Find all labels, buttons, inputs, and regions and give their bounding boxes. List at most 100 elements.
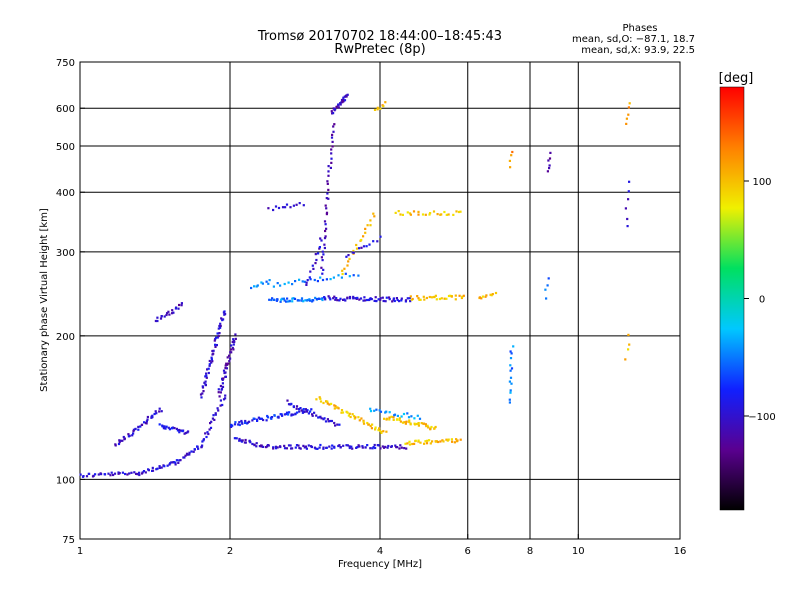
data-point-826 bbox=[327, 197, 330, 200]
data-point-615 bbox=[166, 312, 169, 315]
data-point-206 bbox=[331, 444, 334, 447]
data-point-875 bbox=[339, 102, 342, 105]
data-point-722 bbox=[395, 297, 398, 300]
data-point-456 bbox=[302, 408, 305, 411]
data-point-798 bbox=[360, 238, 363, 242]
y-axis-ticks: 75 100 200 300 400 500 600 750 bbox=[56, 58, 85, 546]
data-point-853 bbox=[311, 264, 314, 267]
data-point-534 bbox=[367, 423, 370, 426]
data-point-280 bbox=[451, 440, 454, 443]
data-point-316 bbox=[146, 415, 149, 419]
data-point-247 bbox=[399, 444, 402, 447]
data-point-59 bbox=[178, 459, 181, 462]
data-point-688 bbox=[346, 296, 349, 299]
data-point-1002 bbox=[545, 297, 548, 300]
data-point-528 bbox=[360, 417, 363, 420]
data-point-203 bbox=[325, 446, 328, 449]
data-point-197 bbox=[316, 447, 319, 450]
data-point-899 bbox=[412, 210, 416, 213]
data-point-430 bbox=[266, 414, 269, 418]
data-point-407 bbox=[237, 423, 240, 426]
data-point-382 bbox=[215, 344, 218, 347]
data-point-663 bbox=[314, 296, 317, 299]
data-point-923 bbox=[362, 245, 366, 248]
data-point-674 bbox=[327, 295, 330, 298]
data-point-612 bbox=[160, 315, 163, 318]
data-point-842 bbox=[330, 136, 334, 139]
data-point-220 bbox=[355, 446, 358, 449]
data-point-844 bbox=[332, 130, 335, 133]
data-point-644 bbox=[288, 299, 291, 302]
data-point-1003 bbox=[544, 288, 547, 291]
data-point-613 bbox=[163, 315, 166, 318]
data-point-322 bbox=[155, 412, 158, 415]
data-point-344 bbox=[179, 429, 182, 432]
data-point-632 bbox=[275, 299, 278, 302]
data-point-283 bbox=[455, 438, 458, 441]
data-point-149 bbox=[244, 438, 247, 442]
data-point-544 bbox=[380, 431, 383, 434]
data-point-0 bbox=[79, 473, 82, 476]
data-point-208 bbox=[333, 446, 336, 449]
data-point-824 bbox=[325, 207, 328, 210]
data-point-262 bbox=[419, 441, 422, 444]
data-point-296 bbox=[123, 437, 126, 440]
data-point-720 bbox=[392, 297, 395, 300]
data-point-786 bbox=[357, 274, 360, 277]
data-point-467 bbox=[292, 405, 295, 409]
data-point-232 bbox=[374, 446, 377, 450]
data-point-927 bbox=[376, 240, 379, 243]
data-point-215 bbox=[346, 444, 349, 447]
data-point-425 bbox=[259, 417, 262, 420]
data-point-285 bbox=[456, 439, 459, 442]
data-point-230 bbox=[371, 447, 374, 450]
data-point-806 bbox=[372, 212, 375, 215]
data-point-286 bbox=[459, 438, 462, 441]
y-tick-label-4: 400 bbox=[56, 188, 75, 199]
data-point-785 bbox=[352, 274, 355, 277]
data-point-290 bbox=[118, 441, 121, 444]
data-point-273 bbox=[437, 440, 440, 444]
data-point-501 bbox=[322, 401, 325, 405]
data-point-650 bbox=[296, 299, 300, 302]
data-point-418 bbox=[251, 419, 254, 422]
data-point-639 bbox=[282, 297, 285, 300]
data-point-468 bbox=[295, 405, 299, 408]
data-point-413 bbox=[244, 419, 247, 423]
data-point-221 bbox=[356, 446, 359, 449]
data-point-932 bbox=[277, 206, 281, 210]
data-point-67 bbox=[188, 451, 191, 454]
data-point-755 bbox=[450, 295, 453, 298]
data-point-780 bbox=[332, 276, 335, 279]
data-point-689 bbox=[348, 297, 352, 300]
data-point-560 bbox=[401, 421, 405, 424]
data-point-361 bbox=[204, 380, 207, 383]
data-point-592 bbox=[379, 410, 383, 413]
data-point-477 bbox=[307, 412, 310, 415]
data-point-751 bbox=[445, 297, 448, 300]
data-point-188 bbox=[302, 444, 305, 447]
data-point-435 bbox=[273, 414, 276, 417]
data-point-429 bbox=[266, 416, 269, 419]
data-point-246 bbox=[395, 446, 398, 449]
data-point-160 bbox=[258, 445, 261, 448]
data-point-784 bbox=[348, 275, 351, 278]
data-point-710 bbox=[379, 298, 382, 301]
data-point-526 bbox=[357, 416, 360, 419]
data-point-448 bbox=[290, 413, 293, 416]
data-point-803 bbox=[369, 224, 372, 227]
data-point-707 bbox=[375, 300, 378, 303]
data-point-236 bbox=[379, 447, 382, 450]
data-point-63 bbox=[184, 454, 187, 457]
data-point-370 bbox=[208, 363, 211, 366]
colorbar-ticks: 100 0 −100 bbox=[744, 177, 776, 423]
data-point-56 bbox=[174, 461, 177, 464]
data-point-177 bbox=[283, 447, 287, 450]
data-point-490 bbox=[326, 418, 329, 421]
data-point-731 bbox=[408, 297, 411, 300]
data-point-470 bbox=[299, 407, 302, 410]
data-point-977 bbox=[509, 357, 513, 360]
colorbar-label: [deg] bbox=[719, 71, 754, 86]
x-tick-label-4: 8 bbox=[527, 546, 533, 557]
data-point-856 bbox=[314, 253, 317, 256]
